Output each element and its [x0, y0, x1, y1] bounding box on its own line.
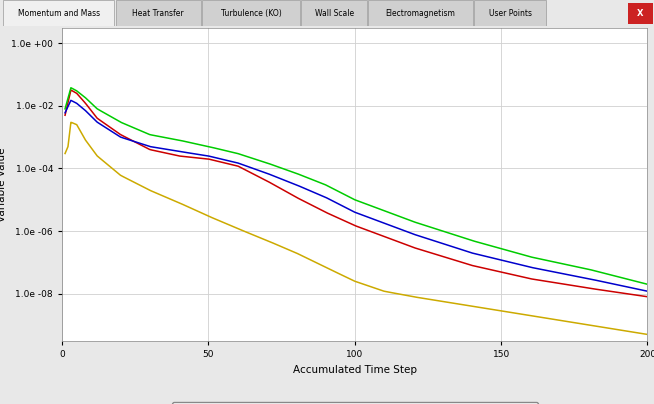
RMS W-Mom [644, 332, 651, 337]
RMS V-Mom [165, 147, 173, 152]
Text: Heat Transfer: Heat Transfer [133, 8, 184, 18]
RMS W-Mom [451, 301, 459, 306]
RMS W-Mom [67, 120, 75, 125]
Bar [474, 0, 546, 26]
Line: RMS V-Mom: RMS V-Mom [65, 100, 647, 291]
RMS V-Mom [451, 245, 459, 250]
RMS U-Mom [212, 146, 220, 151]
RMS W-Mom [500, 309, 508, 314]
RMS V-Mom [67, 98, 75, 103]
RMS W-Mom [61, 151, 69, 156]
RMS V-Mom [61, 110, 69, 115]
X-axis label: Accumulated Time Step: Accumulated Time Step [293, 365, 417, 375]
Bar [3, 0, 114, 26]
Line: RMS P-Mass: RMS P-Mass [65, 90, 647, 297]
RMS P-Mass [61, 113, 69, 118]
Text: Electromagnetism: Electromagnetism [386, 8, 455, 18]
RMS V-Mom [500, 259, 508, 263]
RMS V-Mom [212, 155, 220, 160]
Line: RMS U-Mom: RMS U-Mom [65, 88, 647, 284]
RMS P-Mass [326, 212, 334, 217]
Legend: RMS P-Mass, RMS U-Mom, RMS V-Mom, RMS W-Mom: RMS P-Mass, RMS U-Mom, RMS V-Mom, RMS W-… [172, 402, 538, 404]
Line: RMS W-Mom: RMS W-Mom [65, 122, 647, 335]
RMS P-Mass [451, 258, 459, 263]
Text: User Points: User Points [489, 8, 532, 18]
Y-axis label: Variable Value: Variable Value [0, 147, 7, 222]
RMS P-Mass [67, 88, 75, 93]
RMS P-Mass [165, 152, 173, 156]
RMS U-Mom [644, 282, 651, 287]
Bar [368, 0, 473, 26]
RMS W-Mom [165, 196, 173, 201]
RMS V-Mom [326, 197, 334, 202]
Text: X: X [637, 8, 644, 18]
RMS V-Mom [405, 230, 413, 235]
RMS V-Mom [644, 289, 651, 294]
Bar [116, 0, 201, 26]
RMS U-Mom [165, 136, 173, 141]
Bar [301, 0, 367, 26]
RMS W-Mom [326, 267, 334, 271]
RMS U-Mom [61, 106, 69, 111]
RMS P-Mass [644, 294, 651, 299]
Text: Wall Scale: Wall Scale [315, 8, 354, 18]
RMS W-Mom [212, 217, 220, 222]
RMS U-Mom [326, 185, 334, 189]
Text: Turbulence (KO): Turbulence (KO) [221, 8, 281, 18]
RMS U-Mom [500, 247, 508, 252]
Text: Momentum and Mass: Momentum and Mass [18, 8, 100, 18]
Bar [202, 0, 300, 26]
RMS W-Mom [405, 294, 413, 299]
RMS U-Mom [451, 233, 459, 238]
RMS U-Mom [405, 218, 413, 223]
RMS P-Mass [500, 270, 508, 275]
Bar [628, 3, 653, 23]
RMS P-Mass [212, 158, 220, 163]
RMS U-Mom [67, 85, 75, 90]
RMS P-Mass [405, 244, 413, 248]
